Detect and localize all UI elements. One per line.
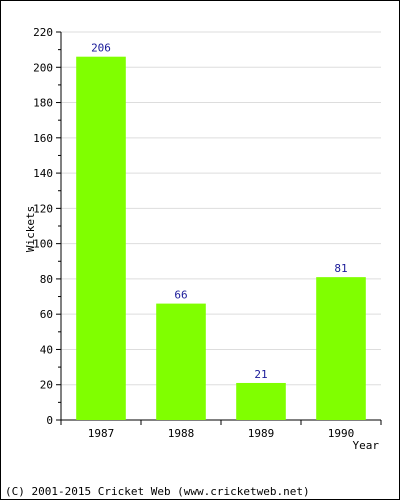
y-tick-label: 220 bbox=[33, 26, 53, 39]
data-label: 81 bbox=[334, 262, 347, 275]
y-tick-label: 200 bbox=[33, 61, 53, 74]
data-label: 21 bbox=[254, 368, 267, 381]
bars bbox=[76, 56, 366, 420]
x-tick-label: 1987 bbox=[88, 427, 115, 440]
y-tick-label: 20 bbox=[40, 379, 53, 392]
x-tick-label: 1990 bbox=[328, 427, 355, 440]
x-axis: 1987 1988 1989 1990 bbox=[60, 419, 382, 440]
bar-1989 bbox=[236, 382, 286, 420]
x-tick-label: 1988 bbox=[168, 427, 195, 440]
y-tick-label: 140 bbox=[33, 167, 53, 180]
y-tick-label: 100 bbox=[33, 238, 53, 251]
copyright-text: (C) 2001-2015 Cricket Web (www.cricketwe… bbox=[5, 485, 310, 498]
y-tick-label: 40 bbox=[40, 343, 53, 356]
y-axis-label: Wickets bbox=[24, 206, 37, 252]
bar-1987 bbox=[76, 56, 126, 420]
y-tick-label: 160 bbox=[33, 132, 53, 145]
y-axis: 0 20 40 60 80 100 120 140 160 180 200 220 bbox=[33, 26, 62, 427]
bar-1988 bbox=[156, 303, 206, 420]
y-tick-label: 120 bbox=[33, 202, 53, 215]
y-tick-label: 60 bbox=[40, 308, 53, 321]
data-label: 66 bbox=[174, 289, 187, 302]
y-tick-label: 180 bbox=[33, 97, 53, 110]
bar-1990 bbox=[316, 277, 366, 420]
y-tick-label: 80 bbox=[40, 273, 53, 286]
x-tick-label: 1989 bbox=[248, 427, 275, 440]
data-label: 206 bbox=[91, 42, 111, 55]
y-tick-label: 0 bbox=[46, 414, 53, 427]
x-axis-label: Year bbox=[353, 439, 380, 452]
data-labels: 206 66 21 81 bbox=[91, 42, 348, 381]
